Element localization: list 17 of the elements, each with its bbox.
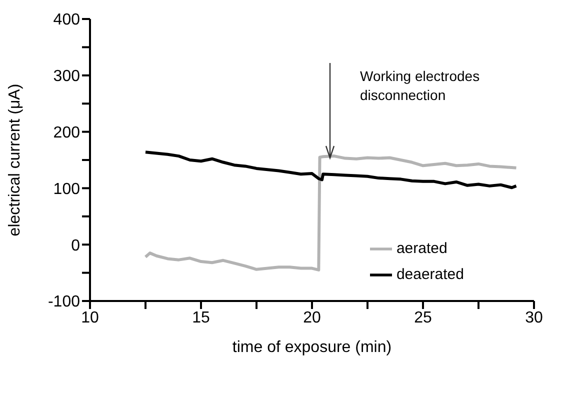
x-tick-label: 25 (414, 309, 432, 326)
x-axis-title: time of exposure (min) (232, 339, 392, 356)
legend-label: deaerated (396, 266, 464, 283)
x-tick-label: 10 (81, 309, 99, 326)
x-tick-label: 15 (192, 309, 210, 326)
y-tick-label: 400 (53, 12, 80, 29)
y-tick-label: 200 (53, 124, 80, 142)
y-tick-label: 0 (71, 237, 80, 254)
legend-label: aerated (396, 240, 448, 257)
y-axis-title: electrical current (μA) (6, 84, 24, 236)
x-tick-label: 20 (303, 309, 321, 326)
annotation: Working electrodes disconnection (360, 67, 480, 105)
x-tick-label: 30 (525, 309, 543, 326)
line-series (144, 150, 518, 190)
y-tick-label: 100 (53, 180, 80, 198)
y-tick-label: -100 (48, 294, 80, 311)
y-tick-label: 300 (53, 68, 80, 86)
